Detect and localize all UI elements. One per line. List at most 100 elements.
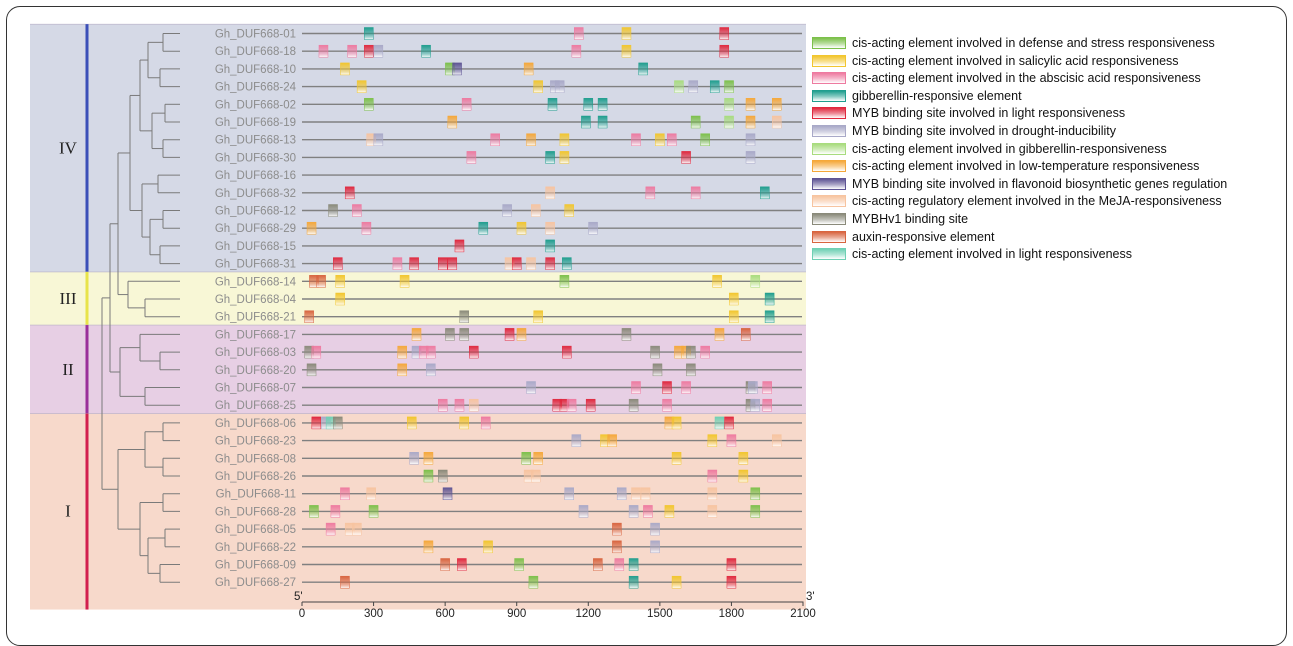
gene-label: Gh_DUF668-29	[215, 223, 296, 235]
cis-element-gar	[674, 80, 684, 93]
cis-element-meja	[366, 487, 376, 500]
cis-element-meja	[545, 221, 555, 235]
group-label-II: II	[62, 360, 74, 379]
cis-element-mybh	[459, 310, 469, 323]
cis-element-mybf	[452, 62, 462, 76]
gene-row: Gh_DUF668-06	[215, 416, 802, 430]
cis-element-mybd	[745, 133, 756, 146]
cis-element-mybl	[447, 257, 458, 270]
cis-element-lt	[411, 328, 422, 341]
cis-element-aba	[325, 522, 336, 536]
cis-element-sa	[621, 44, 632, 58]
cis-element-mybl	[311, 416, 322, 430]
gene-row: Gh_DUF668-27	[215, 575, 802, 589]
gene-label: Gh_DUF668-31	[215, 259, 296, 271]
cis-element-mybd	[373, 44, 384, 58]
gene-label: Gh_DUF668-13	[215, 135, 296, 147]
cis-element-sa	[406, 416, 417, 430]
cis-element-lt	[423, 452, 434, 465]
group-label-IV: IV	[59, 139, 78, 158]
cis-element-mybh	[328, 204, 338, 217]
cis-element-lt	[397, 345, 407, 359]
cis-element-meja	[640, 487, 651, 500]
cis-element-lt	[533, 452, 543, 465]
gene-label: Gh_DUF668-20	[215, 365, 296, 377]
cis-element-aba	[426, 345, 436, 359]
gene-label: Gh_DUF668-02	[215, 99, 296, 111]
legend-item: MYB binding site involved in light respo…	[812, 104, 1125, 122]
cis-element-ga	[545, 239, 555, 253]
cis-element-aux	[612, 522, 622, 536]
cis-element-mybd	[650, 522, 660, 536]
cis-element-mybh	[686, 363, 696, 377]
cis-element-ga	[709, 80, 720, 93]
cis-element-ga	[478, 221, 489, 235]
cis-element-mybh	[652, 363, 663, 377]
cis-element-defense	[528, 575, 539, 589]
axis-tick-label: 1500	[647, 608, 673, 620]
cis-element-sa	[533, 80, 543, 93]
cis-element-mybd	[564, 487, 574, 500]
cis-element-ga	[562, 257, 572, 270]
legend-swatch	[812, 54, 846, 67]
gene-label: Gh_DUF668-22	[215, 542, 296, 554]
legend-label: MYBHv1 binding site	[852, 212, 969, 226]
gene-label: Gh_DUF668-04	[215, 294, 297, 306]
legend-item: cis-acting element involved in light res…	[812, 245, 1132, 263]
gene-label: Gh_DUF668-05	[215, 524, 296, 536]
cis-element-mybh	[628, 398, 639, 412]
cis-element-mybd	[554, 80, 565, 93]
cis-element-mybd	[650, 540, 660, 554]
gene-row: Gh_DUF668-11	[216, 487, 802, 501]
cis-element-mybl	[724, 416, 734, 430]
cis-element-aba	[392, 257, 403, 270]
cis-element-meja	[772, 434, 782, 447]
cis-element-defense	[559, 275, 570, 288]
position-axis: 0 300 600 900 1200 1500 1800 2100 5' 3'	[294, 591, 816, 620]
cis-element-aba	[573, 27, 584, 40]
cis-element-aba	[347, 44, 357, 58]
legend-item: MYB binding site involved in flavonoid b…	[812, 175, 1227, 193]
cis-element-mybl	[457, 558, 467, 571]
legend-item: MYBHv1 binding site	[812, 210, 968, 228]
gene-label: Gh_DUF668-28	[215, 506, 296, 518]
cis-element-lt	[306, 221, 317, 235]
gene-row: Gh_DUF668-08	[215, 452, 802, 465]
cis-element-mybh	[459, 328, 469, 341]
cis-element-mybd	[628, 505, 639, 518]
cis-element-ga	[364, 27, 374, 40]
gene-row: Gh_DUF668-04	[215, 292, 802, 306]
gene-row: Gh_DUF668-07	[215, 381, 802, 395]
gene-row: Gh_DUF668-09	[215, 558, 802, 572]
cis-element-sa	[356, 80, 367, 93]
cis-element-mybl	[454, 239, 465, 253]
gene-row: Gh_DUF668-03	[215, 345, 802, 359]
gene-row: Gh_DUF668-30	[215, 151, 802, 164]
cis-element-mybf	[442, 487, 453, 500]
cis-element-defense	[724, 80, 734, 93]
cis-element-sa	[738, 469, 749, 483]
gene-row: Gh_DUF668-29	[215, 221, 802, 235]
axis-tick-label: 0	[299, 608, 305, 620]
cis-element-meja	[531, 469, 541, 483]
cis-element-aba	[490, 133, 500, 146]
legend-label: cis-acting regulatory element involved i…	[852, 194, 1222, 209]
legend-label: auxin-responsive element	[852, 229, 995, 244]
cis-element-sa	[621, 27, 632, 40]
gene-row: Gh_DUF668-17	[215, 328, 802, 341]
gene-row: Gh_DUF668-20	[215, 363, 802, 377]
cis-element-aba	[726, 434, 737, 447]
cis-element-mybl	[662, 381, 672, 394]
cis-element-aba	[480, 416, 491, 430]
cis-element-lt	[772, 98, 782, 111]
cis-element-defense	[514, 558, 524, 571]
cis-element-lt	[714, 328, 725, 341]
cis-element-ga	[760, 186, 770, 200]
cis-element-mybh	[445, 328, 455, 341]
cis-element-mybd	[578, 505, 589, 518]
legend-label: MYB binding site involved in light respo…	[852, 106, 1126, 121]
gene-label: Gh_DUF668-17	[215, 329, 296, 341]
cis-element-aba	[645, 186, 656, 200]
gene-label: Gh_DUF668-32	[215, 188, 296, 200]
group-bar-I	[85, 413, 89, 610]
